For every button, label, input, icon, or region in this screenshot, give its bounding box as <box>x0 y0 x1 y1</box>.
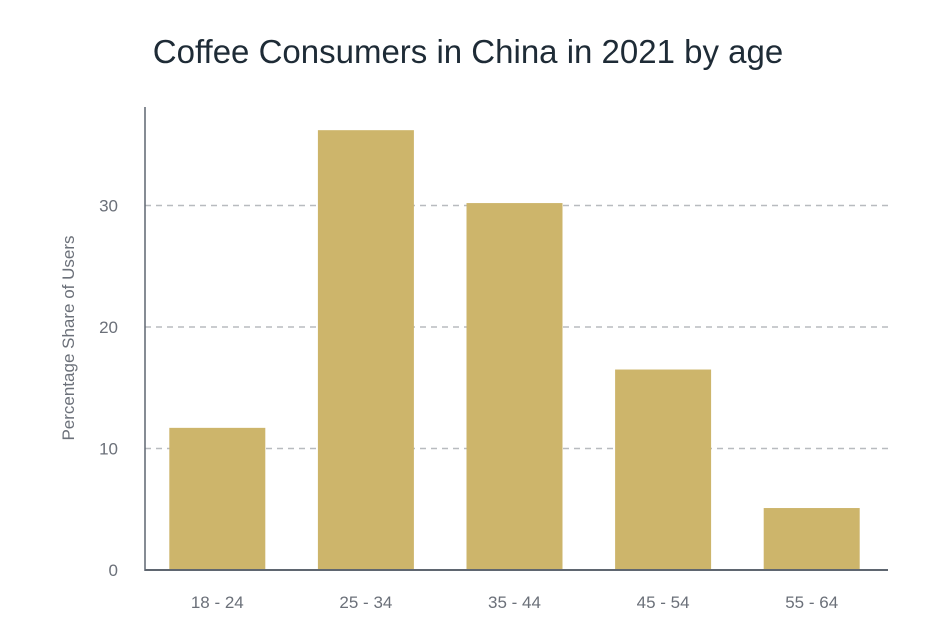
bar-25-34 <box>317 130 414 571</box>
y-tick-label: 20 <box>99 318 118 337</box>
y-tick-label: 30 <box>99 197 118 216</box>
x-tick-label: 35 - 44 <box>488 593 541 612</box>
bar-55-64 <box>763 508 860 570</box>
chart-title: Coffee Consumers in China in 2021 by age <box>153 33 783 70</box>
bar-35-44 <box>466 203 563 570</box>
bar-45-54 <box>615 369 712 570</box>
y-tick-label: 10 <box>99 440 118 459</box>
y-tick-label: 0 <box>109 561 118 580</box>
x-tick-label: 25 - 34 <box>339 593 392 612</box>
x-tick-label: 45 - 54 <box>637 593 690 612</box>
bar-18-24 <box>169 427 266 570</box>
x-tick-label: 18 - 24 <box>191 593 244 612</box>
y-axis-label: Percentage Share of Users <box>59 235 78 440</box>
x-tick-label: 55 - 64 <box>785 593 838 612</box>
